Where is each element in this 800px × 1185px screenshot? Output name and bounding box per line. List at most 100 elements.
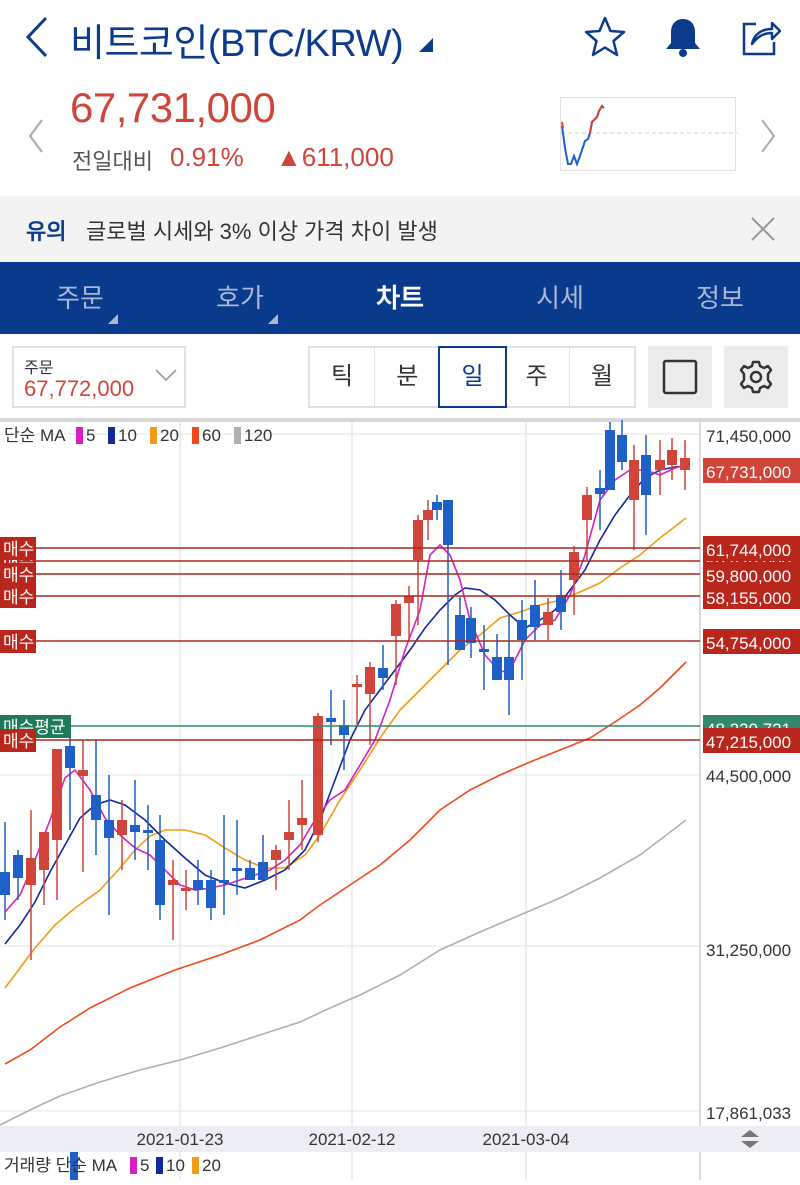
candle-body — [455, 615, 465, 650]
candle-body — [78, 770, 88, 776]
candle-body — [569, 552, 579, 580]
legend-period: 20 — [202, 1156, 221, 1175]
candle-body — [352, 684, 362, 687]
price-label-box — [703, 562, 800, 587]
tab-orderbook[interactable]: 호가 — [160, 262, 320, 334]
candle-body — [378, 668, 388, 678]
y-axis-label: 17,861,033 — [706, 1104, 791, 1123]
legend-swatch — [108, 427, 115, 444]
legend-period: 60 — [202, 426, 221, 445]
candle-body — [641, 455, 651, 495]
candle-body — [423, 510, 433, 520]
candle-body — [339, 725, 349, 735]
candle-body — [326, 718, 336, 722]
period-day-button[interactable]: 일 — [438, 346, 507, 408]
period-minute-button[interactable]: 분 — [375, 348, 441, 406]
candle-body — [91, 795, 101, 820]
tab-order[interactable]: 주문 — [0, 262, 160, 334]
share-icon[interactable] — [738, 14, 784, 60]
legend-period: 5 — [86, 426, 95, 445]
candle-body — [617, 435, 627, 462]
candle-body — [504, 657, 514, 680]
settings-button[interactable] — [724, 346, 788, 408]
candle-body — [413, 520, 423, 560]
dropdown-triangle-icon[interactable] — [419, 38, 433, 52]
next-chevron-icon[interactable] — [758, 118, 778, 154]
candle-body — [443, 500, 453, 545]
up-down-arrows-icon[interactable] — [741, 1130, 759, 1137]
legend-swatch — [130, 1157, 137, 1174]
y-axis-label: 71,450,000 — [706, 427, 791, 446]
ma-legend-label: 단순 MA — [4, 426, 66, 445]
candle-body — [245, 868, 255, 880]
header: 비트코인(BTC/KRW) — [0, 0, 800, 78]
candle-body — [130, 825, 140, 832]
candle-body — [232, 868, 242, 871]
candle-body — [391, 604, 401, 636]
candle-body — [258, 862, 268, 880]
gear-icon — [739, 360, 773, 394]
tab-chart[interactable]: 차트 — [376, 283, 424, 313]
period-week-button[interactable]: 주 — [505, 348, 570, 406]
y-axis-label: 44,500,000 — [706, 767, 791, 786]
svg-text:매수: 매수 — [3, 540, 34, 559]
x-axis-band — [0, 1126, 800, 1152]
fullscreen-button[interactable] — [648, 346, 712, 408]
y-axis-label: 54,754,000 — [706, 634, 791, 653]
candle-body — [543, 612, 553, 625]
legend-period: 10 — [166, 1156, 185, 1175]
candle-body — [271, 850, 281, 860]
legend-swatch — [150, 427, 157, 444]
close-icon[interactable] — [750, 216, 776, 242]
candlestick-chart[interactable]: 매수매수매수매수매수매수평균매수71,450,00067,731,00060,8… — [0, 420, 800, 1180]
page-title[interactable]: 비트코인(BTC/KRW) — [70, 23, 404, 65]
svg-text:매수: 매수 — [3, 732, 34, 751]
candle-body — [193, 880, 203, 890]
candle-body — [404, 596, 414, 603]
prev-chevron-icon[interactable] — [26, 118, 46, 154]
tab-quotes[interactable]: 시세 — [536, 283, 584, 313]
candle-body — [117, 820, 127, 835]
order-price-dropdown[interactable]: 주문 67,772,000 — [12, 346, 186, 408]
price-chart[interactable]: 매수매수매수매수매수매수평균매수71,450,00067,731,00060,8… — [0, 420, 800, 1180]
change-label: 전일대비 — [72, 149, 153, 174]
candle-body — [582, 495, 592, 520]
candle-body — [104, 820, 114, 838]
mini-sparkline[interactable] — [560, 97, 737, 171]
main-tabs: 주문 호가 차트 시세 정보 — [0, 262, 800, 334]
price-label-box — [703, 728, 800, 753]
order-tag — [0, 630, 36, 653]
candle-body — [479, 649, 489, 652]
ma-line — [4, 464, 687, 913]
price-label-box — [703, 536, 800, 561]
legend-swatch — [76, 427, 83, 444]
notice-text: 글로벌 시세와 3% 이상 가격 차이 발생 — [86, 219, 438, 244]
legend-period: 5 — [140, 1156, 149, 1175]
up-down-arrows-icon[interactable] — [741, 1141, 759, 1148]
period-month-button[interactable]: 월 — [590, 363, 613, 390]
candle-body — [13, 855, 23, 878]
period-selector: 틱 분 일 주 월 — [308, 346, 636, 408]
period-tick-button[interactable]: 틱 — [310, 348, 376, 406]
price-label-box — [703, 584, 800, 609]
back-chevron-icon[interactable] — [22, 14, 52, 60]
candle-body — [52, 749, 62, 840]
candle-body — [517, 620, 527, 640]
price-label-box — [703, 458, 800, 483]
star-icon[interactable] — [582, 14, 628, 60]
y-axis-label: 61,744,000 — [706, 541, 791, 560]
candle-body — [466, 618, 476, 643]
candle-body — [181, 888, 191, 891]
bell-icon[interactable] — [660, 14, 706, 60]
legend-period: 20 — [160, 426, 179, 445]
order-tag — [0, 729, 36, 752]
x-axis-label: 2021-03-04 — [483, 1130, 570, 1149]
candle-body — [26, 858, 36, 885]
tab-info[interactable]: 정보 — [696, 283, 744, 313]
candle-body — [65, 746, 75, 768]
notice-tag: 유의 — [26, 219, 67, 244]
candle-body — [530, 605, 540, 627]
y-axis-label: 31,250,000 — [706, 941, 791, 960]
candle-body — [667, 450, 677, 465]
x-axis-label: 2021-02-12 — [309, 1130, 396, 1149]
